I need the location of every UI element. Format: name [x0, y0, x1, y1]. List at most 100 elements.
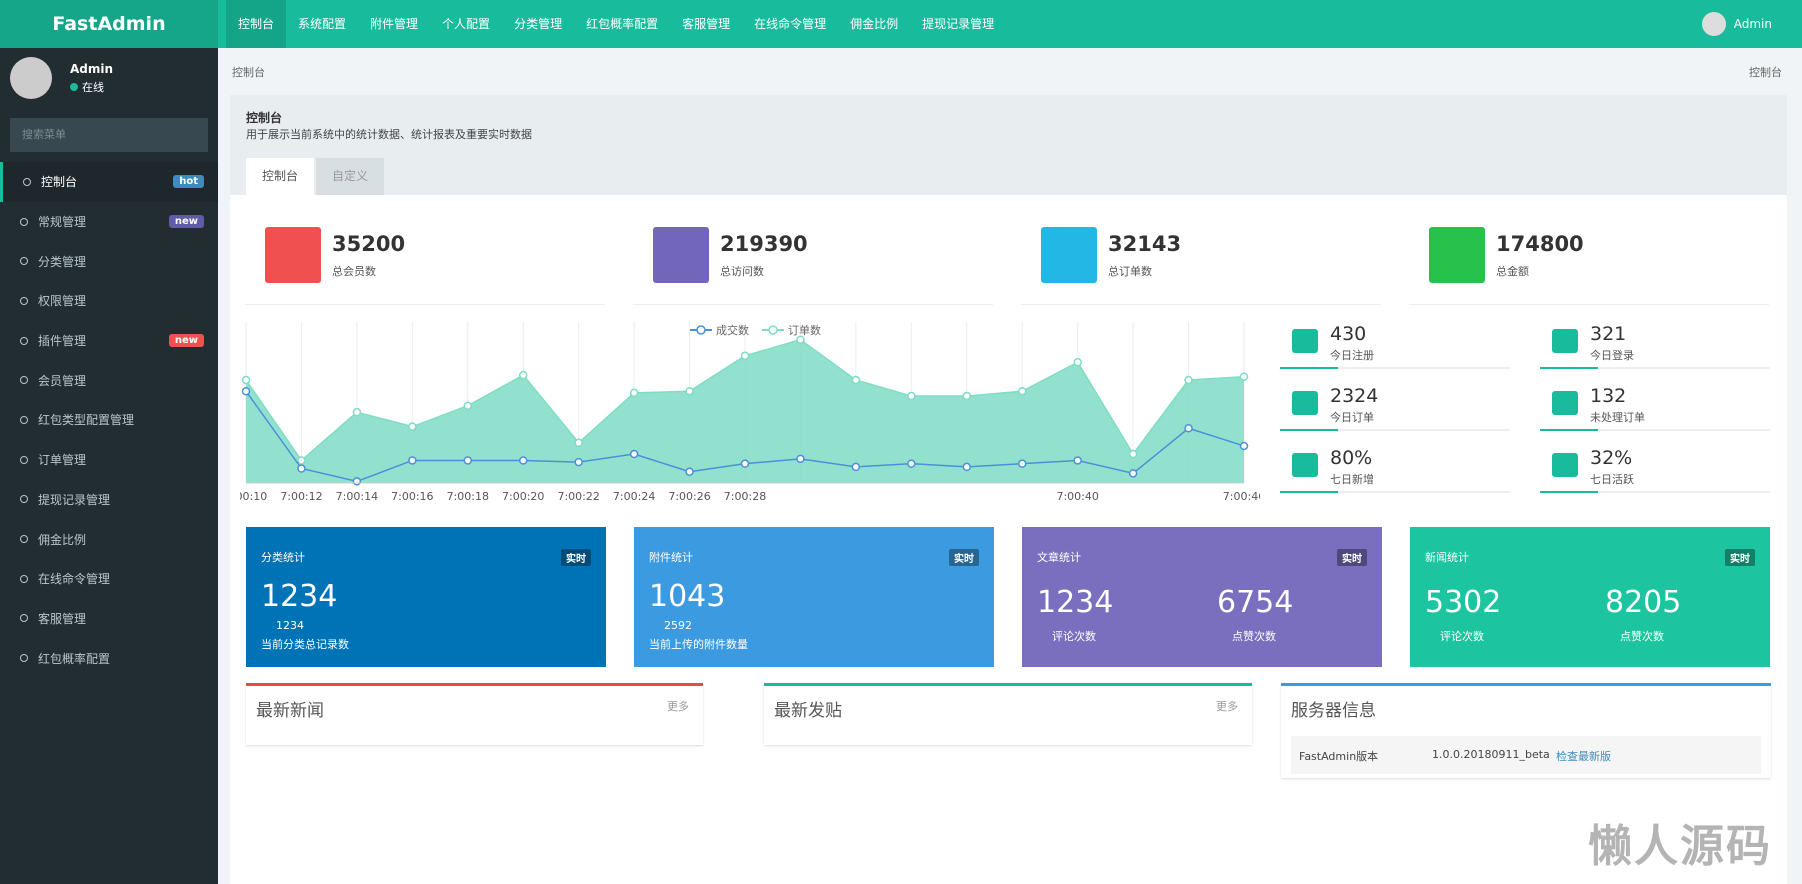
user-panel: Admin 在线 — [0, 48, 218, 108]
mini-label: 今日注册 — [1330, 349, 1374, 362]
mini-label: 今日订单 — [1330, 411, 1374, 424]
more-link[interactable]: 更多 — [667, 700, 689, 713]
panel-title: 最新新闻 — [256, 701, 324, 721]
search-box[interactable]: 搜索菜单 — [10, 118, 208, 152]
menu-item[interactable]: 佣金比例 — [0, 519, 218, 559]
menu-item[interactable]: 分类管理 — [0, 241, 218, 281]
point — [518, 370, 528, 380]
tab[interactable]: 自定义 — [316, 158, 385, 195]
menu-icon — [20, 614, 28, 623]
menu-label: 插件管理 — [38, 334, 87, 349]
nav-item[interactable]: 分类管理 — [514, 17, 563, 31]
stat-label: 总访问数 — [720, 265, 764, 278]
mini-value: 80% — [1330, 447, 1373, 469]
mini-value: 132 — [1590, 385, 1627, 407]
point — [1239, 441, 1249, 451]
tab[interactable]: 控制台 — [246, 158, 315, 195]
top-user[interactable]: Admin — [1701, 0, 1772, 48]
menu-item[interactable]: 客服管理 — [0, 599, 218, 639]
user-name[interactable]: Admin — [1733, 17, 1772, 31]
menu-icon — [20, 376, 28, 385]
stat-label: 总订单数 — [1108, 265, 1152, 278]
mini-underline — [1280, 367, 1510, 369]
box-value: 6754 — [1217, 585, 1294, 620]
area — [246, 339, 1244, 483]
menu-item[interactable]: 插件管理 new — [0, 321, 218, 361]
breadcrumb[interactable]: 控制台 — [232, 66, 265, 79]
stat-label: 总会员数 — [332, 265, 376, 278]
mini-icon — [1552, 391, 1578, 415]
menu-badge: new — [168, 215, 204, 229]
menu-item[interactable]: 红包类型配置管理 — [0, 400, 218, 440]
divider — [1409, 304, 1769, 305]
point — [685, 386, 694, 396]
point — [1184, 375, 1193, 385]
x-tick-label: 7:00:10 — [240, 490, 267, 503]
nav-item[interactable]: 客服管理 — [682, 17, 731, 31]
box-tag: 实时 — [1337, 549, 1367, 566]
mini-icon — [1552, 329, 1578, 353]
more-link[interactable]: 更多 — [1216, 700, 1238, 713]
panel-title: 服务器信息 — [1291, 701, 1376, 721]
panel-heading — [230, 95, 1787, 195]
menu-item[interactable]: 红包概率配置 — [0, 638, 218, 678]
panel-description: 用于展示当前系统中的统计数据、统计报表及重要实时数据 — [246, 128, 532, 141]
menu-item[interactable]: 权限管理 — [0, 281, 218, 321]
menu-icon — [20, 336, 28, 345]
menu-label: 红包类型配置管理 — [38, 413, 135, 428]
nav-item[interactable]: 提现记录管理 — [922, 17, 995, 31]
mini-progress — [1540, 491, 1598, 493]
watermark: 懒人源码 — [1588, 821, 1772, 872]
menu-item[interactable]: 控制台 hot — [0, 162, 218, 202]
point — [1073, 456, 1082, 465]
mini-icon — [1292, 453, 1318, 477]
nav-item[interactable]: 佣金比例 — [850, 17, 899, 31]
info-link[interactable]: 检查最新版 — [1556, 750, 1611, 763]
nav-item[interactable]: 附件管理 — [370, 17, 419, 31]
point — [241, 386, 251, 396]
x-tick-label: 7:00:26 — [668, 490, 710, 503]
menu-label: 会员管理 — [38, 373, 87, 388]
brand[interactable]: FastAdmin — [0, 0, 218, 48]
legend-label: 订单数 — [788, 324, 821, 337]
nav-item[interactable]: 红包概率配置 — [586, 17, 659, 31]
point — [907, 391, 916, 401]
box-title: 附件统计 — [649, 551, 693, 564]
nav-item[interactable]: 系统配置 — [298, 17, 347, 31]
menu-badge: new — [168, 334, 204, 348]
point — [851, 462, 861, 472]
menu-label: 分类管理 — [38, 254, 87, 269]
point — [629, 388, 639, 398]
avatar — [1701, 12, 1726, 36]
mini-underline — [1540, 491, 1770, 493]
nav-item[interactable]: 在线命令管理 — [754, 17, 827, 31]
stat-box[interactable]: 文章统计 实时 1234 评论次数 6754 点赞次数 — [1022, 527, 1382, 667]
point — [962, 391, 972, 401]
menu-item[interactable]: 常规管理 new — [0, 202, 218, 242]
box-label: 评论次数 — [1052, 630, 1096, 643]
menu-item[interactable]: 会员管理 — [0, 360, 218, 400]
stat-box[interactable]: 分类统计 实时 1234 1234 当前分类总记录数 — [246, 527, 606, 667]
top-nav: 控制台 系统配置 附件管理 个人配置 分类管理 红包概率配置 客服管理 在线命令管理 佣金比例 提… — [226, 0, 1006, 48]
menu: 控制台 hot 常规管理 new 分类管理权限管理插件管理 new 会员管理红包类型配置管理… — [0, 162, 218, 678]
menu-item[interactable]: 订单管理 — [0, 440, 218, 480]
legend-marker — [768, 325, 778, 335]
point — [297, 456, 306, 465]
box-value: 1234 — [261, 579, 338, 614]
stat-box[interactable]: 附件统计 实时 1043 2592 当前上传的附件数量 — [634, 527, 994, 667]
stat-box[interactable]: 新闻统计 实时 5302 评论次数 8205 点赞次数 — [1410, 527, 1770, 667]
stat-icon — [1429, 227, 1485, 283]
sidebar: Admin 在线 搜索菜单 控制台 hot 常规管理 new 分类管理权限管理插件管理 n… — [0, 48, 218, 884]
menu-label: 客服管理 — [38, 611, 87, 626]
menu-item[interactable]: 提现记录管理 — [0, 480, 218, 520]
panel-title: 最新发贴 — [774, 701, 842, 721]
status-dot — [70, 82, 78, 91]
nav-item[interactable]: 个人配置 — [442, 17, 491, 31]
menu-item[interactable]: 在线命令管理 — [0, 559, 218, 599]
menu-icon — [20, 296, 28, 305]
menu-icon — [20, 495, 28, 504]
nav-item[interactable]: 控制台 — [226, 0, 287, 48]
mini-icon — [1292, 391, 1318, 415]
menu-icon — [20, 535, 28, 544]
divider — [1021, 304, 1381, 305]
